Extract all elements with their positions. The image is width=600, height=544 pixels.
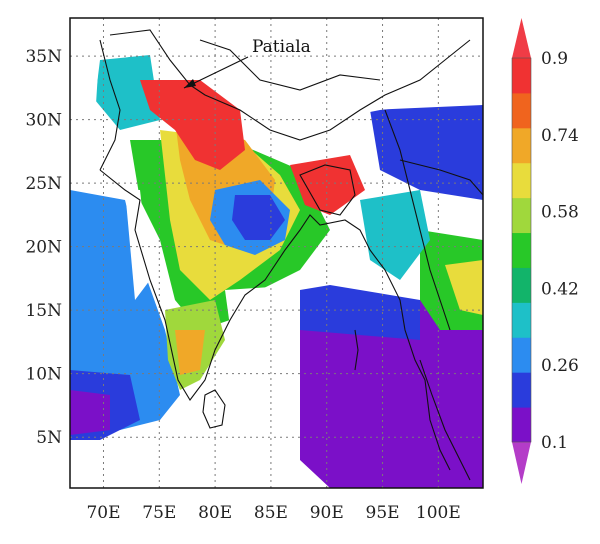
colorbar-band — [512, 302, 531, 338]
colorbar-tick-label: 0.42 — [541, 279, 579, 299]
missing-data-himalaya — [240, 18, 483, 120]
colorbar-tick-label: 0.26 — [541, 356, 579, 376]
colorbar-frame — [511, 57, 532, 443]
colorbar-band — [512, 162, 531, 199]
data-field — [70, 18, 483, 488]
lon-tick-label: 100E — [416, 503, 461, 523]
border-tibet — [199, 39, 381, 91]
field-purple-sw — [70, 390, 110, 435]
colorbar: 0.9 0.74 0.58 0.42 0.26 0.1 — [511, 18, 579, 484]
lat-tick-label: 20N — [25, 238, 62, 258]
colorbar-band — [512, 92, 531, 129]
lat-tick-label: 15N — [25, 301, 62, 321]
colorbar-band — [512, 337, 531, 373]
missing-data-west — [70, 40, 100, 130]
border-north — [109, 29, 471, 141]
colorbar-band — [512, 232, 531, 268]
colorbar-under-arrow — [512, 442, 531, 484]
colorbar-bands — [512, 58, 531, 443]
lat-tick-label: 35N — [25, 47, 62, 67]
border-east — [384, 109, 451, 331]
lon-tick-label: 80E — [198, 503, 232, 523]
longitude-tick-labels: 70E 75E 80E 85E 90E 95E 100E — [86, 503, 460, 523]
patiala-annotation: Patiala — [183, 37, 311, 89]
map-frame — [69, 17, 484, 489]
coast-malay — [419, 359, 471, 481]
lat-tick-label: 5N — [36, 428, 62, 448]
annotation-label: Patiala — [252, 37, 311, 57]
coastlines — [99, 29, 483, 481]
field-teal-east — [360, 190, 430, 280]
field-red-bengal — [290, 155, 365, 215]
andaman-islands — [354, 329, 359, 371]
field-blue-ne — [370, 105, 483, 200]
field-blue-core — [232, 195, 285, 240]
coastline-india — [99, 169, 451, 471]
colorbar-labels: 0.9 0.74 0.58 0.42 0.26 0.1 — [541, 49, 579, 453]
border-bangladesh — [299, 164, 356, 216]
lon-tick-label: 95E — [366, 503, 400, 523]
colorbar-band — [512, 372, 531, 408]
map-panel — [69, 17, 484, 489]
colorbar-tick-label: 0.9 — [541, 49, 568, 69]
colorbar-tick-label: 0.1 — [541, 433, 568, 453]
field-yellow-east — [445, 260, 483, 315]
annotation-arrow-line — [183, 56, 249, 89]
missing-data-peninsula — [225, 285, 300, 420]
lat-tick-label: 30N — [25, 111, 62, 131]
lat-tick-label: 10N — [25, 365, 62, 385]
border-west — [99, 39, 121, 171]
lon-tick-label: 90E — [310, 503, 344, 523]
lon-tick-label: 70E — [86, 503, 120, 523]
field-orange-south — [175, 330, 205, 375]
missing-data-west-coast — [125, 190, 150, 300]
colorbar-tick-label: 0.74 — [541, 126, 579, 146]
colorbar-band — [512, 407, 531, 443]
field-teal-north — [95, 55, 160, 130]
coastline-srilanka — [202, 389, 226, 429]
colorbar-tick-label: 0.58 — [541, 203, 579, 223]
field-red-northwest — [140, 80, 245, 170]
lat-tick-label: 25N — [25, 174, 62, 194]
colorbar-band — [512, 197, 531, 234]
latitude-tick-labels: 5N 10N 15N 20N 25N 30N 35N — [25, 47, 62, 448]
annotation-arrow-head — [184, 79, 196, 88]
lon-tick-label: 85E — [254, 503, 288, 523]
lon-tick-label: 75E — [142, 503, 176, 523]
border-se-asia — [399, 159, 483, 196]
colorbar-over-arrow — [512, 18, 531, 58]
colorbar-band — [512, 127, 531, 164]
missing-data-sw — [70, 440, 200, 488]
colorbar-band — [512, 267, 531, 303]
colorbar-band — [512, 58, 531, 94]
